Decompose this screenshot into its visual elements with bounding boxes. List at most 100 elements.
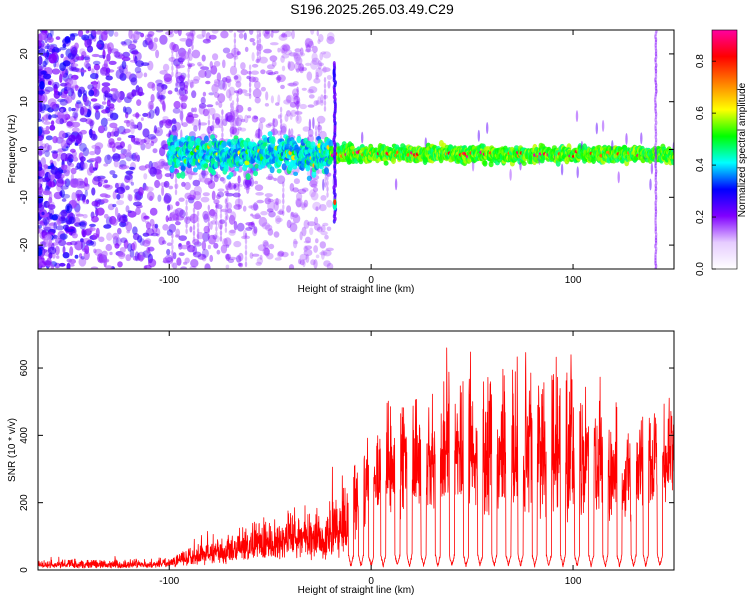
spectrogram-blob xyxy=(175,82,181,88)
spectrogram-blob xyxy=(280,33,288,38)
spectrogram-blob xyxy=(261,222,271,230)
spectrogram-blob xyxy=(154,127,163,137)
spectrogram-blob xyxy=(90,73,99,80)
spectrogram-blob xyxy=(69,66,78,71)
spectrogram-blob xyxy=(238,262,244,268)
spectrogram-blob xyxy=(256,30,259,34)
spectrogram-blob xyxy=(68,216,76,224)
spectrogram-blob xyxy=(207,233,210,240)
spectrogram-blob xyxy=(307,221,316,227)
spectrogram-blob xyxy=(294,62,302,71)
spectrogram-blob xyxy=(239,158,245,166)
spectrogram-blob xyxy=(120,237,128,243)
spectrogram-blob xyxy=(328,139,334,148)
spectrogram-blob xyxy=(179,94,189,101)
spectrogram-blob xyxy=(159,120,165,125)
spectrogram-blob xyxy=(258,30,262,33)
spectrogram-blob xyxy=(87,84,94,90)
spectrogram-blob xyxy=(253,202,258,211)
spectrogram-blob xyxy=(317,124,323,134)
spectrogram-blob xyxy=(237,203,241,210)
spectrogram-blob xyxy=(239,127,247,132)
spectrogram-blob xyxy=(277,94,281,104)
spectrogram-blob xyxy=(277,210,284,215)
spectrogram-blob xyxy=(93,248,97,254)
spectrogram-blob xyxy=(38,159,42,165)
spectrogram-blob xyxy=(277,130,282,136)
spectrogram-blob xyxy=(209,209,216,217)
spectrogram-blob xyxy=(50,114,58,119)
spectrogram-blob xyxy=(185,210,188,217)
spectrogram-blob xyxy=(619,159,625,164)
spectrogram-blob xyxy=(38,258,43,268)
spectrogram-blob xyxy=(180,96,184,103)
spectrogram-blob xyxy=(69,33,79,37)
spectrogram-blob xyxy=(269,42,279,46)
spectrogram-blob xyxy=(292,187,299,193)
spectrogram-blob xyxy=(84,189,88,197)
spectrogram-blob xyxy=(260,69,266,75)
spectrogram-blob xyxy=(244,178,252,187)
spectrogram-blob xyxy=(215,117,221,126)
spectrogram-blob xyxy=(192,207,196,214)
spectrogram-blob xyxy=(270,136,276,144)
spectrogram-blob xyxy=(174,177,178,184)
spectrogram-blob xyxy=(169,150,175,157)
spectrogram-blob xyxy=(324,167,329,175)
spectrogram-blob xyxy=(262,247,270,256)
spectrogram-blob xyxy=(254,184,264,191)
figure-title: S196.2025.265.03.49.C29 xyxy=(290,1,454,17)
spectrogram-blob xyxy=(90,98,98,102)
spectrogram-blob xyxy=(281,43,290,51)
spectrogram-blob xyxy=(81,69,87,73)
spectrogram-blob xyxy=(187,55,190,62)
spectrogram-blob xyxy=(224,253,232,260)
spectrogram-blob xyxy=(226,191,229,197)
spectrogram-blob xyxy=(332,61,336,66)
spectrogram-blob xyxy=(96,207,105,216)
spectrogram-blob xyxy=(251,63,259,68)
spectrogram-blob xyxy=(317,96,322,105)
spectrogram-blob xyxy=(72,67,80,72)
spectrogram-blob xyxy=(38,168,45,178)
spectrogram-blob xyxy=(223,164,229,172)
spectrogram-blob xyxy=(171,65,174,72)
spectrogram-blob xyxy=(52,234,58,239)
spectrogram-blob xyxy=(217,191,225,198)
spectrogram-blob xyxy=(296,109,299,116)
spectrogram-blob xyxy=(89,120,94,130)
spectrogram-blob xyxy=(61,180,67,185)
spectrogram-blob xyxy=(244,249,248,256)
spectrogram-blob xyxy=(208,180,216,190)
spectrogram-blob xyxy=(321,67,331,73)
spectrogram-blob xyxy=(138,141,144,146)
spectrogram-blob xyxy=(87,109,91,118)
spectrogram-blob xyxy=(218,219,223,230)
spectrogram-blob xyxy=(123,39,133,46)
spectrogram-blob xyxy=(108,30,114,37)
spectrogram-blob xyxy=(181,95,188,103)
spectrogram-blob xyxy=(69,115,77,122)
spectrogram-blob xyxy=(250,70,259,75)
spectrogram-blob xyxy=(38,126,43,137)
spectrogram-blob xyxy=(298,258,302,265)
spectrogram-blob xyxy=(320,195,327,201)
spectrogram-blob xyxy=(218,101,223,108)
spectrogram-blob xyxy=(212,234,218,240)
colorbar-label: Normalized spectral amplitude xyxy=(737,82,748,217)
spectrogram-blob xyxy=(96,43,102,48)
spectrogram-blob xyxy=(303,245,308,253)
spectrogram-blob xyxy=(140,32,145,38)
spectrogram-blob xyxy=(257,127,261,140)
spectrogram-blob xyxy=(208,34,217,40)
spectrogram-blob xyxy=(315,254,320,259)
spectrogram-blob xyxy=(162,100,166,111)
spectrogram-blob xyxy=(80,129,87,135)
spectrogram-blob xyxy=(240,69,248,76)
spectrogram-blob xyxy=(201,54,206,62)
spectrogram-blob xyxy=(276,74,281,84)
spectrogram-blob xyxy=(226,202,233,210)
spectrogram-blob xyxy=(271,60,277,67)
spectrogram-blob xyxy=(299,103,308,110)
spectrogram-blob xyxy=(299,231,303,241)
